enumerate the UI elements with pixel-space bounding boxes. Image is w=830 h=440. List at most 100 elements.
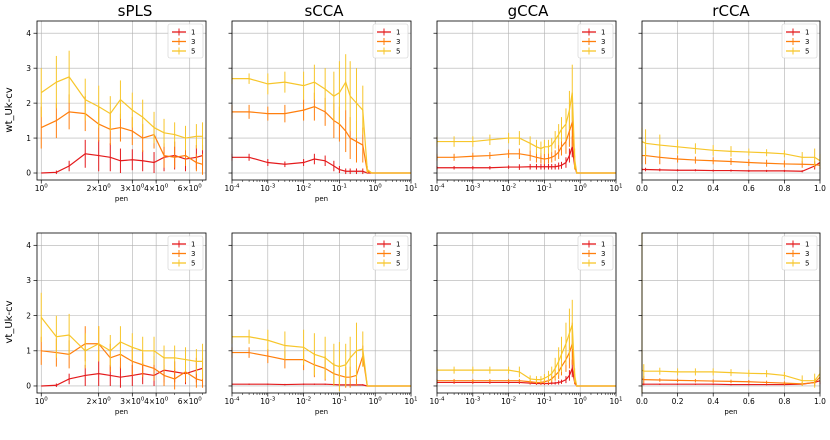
- x-tick-label: 0.2: [672, 184, 684, 193]
- series-5: [231, 322, 411, 392]
- panel-gccaBot: 10-4 10-3 10-2 10-1 100 101 13 5: [429, 232, 623, 407]
- legend-label-5: 5: [191, 260, 195, 268]
- x-tick-label: 6×100: [178, 184, 203, 194]
- series-line-3: [232, 105, 411, 174]
- legend-label-5: 5: [601, 48, 605, 56]
- series-line-3: [437, 343, 616, 387]
- legend-label-1: 1: [601, 241, 605, 249]
- axes-frame: [36, 232, 207, 394]
- panel-rccaBot: 0.0 0.2 0.4 0.6 0.8 1.0 pen 13 5: [636, 232, 826, 416]
- x-tick-label: 1.0: [814, 184, 826, 193]
- panel-gccaTop: 10-4 10-3 10-2 10-1 100 101 13 5: [429, 20, 623, 194]
- series-3: [231, 92, 411, 174]
- series-5: [436, 299, 616, 387]
- panel-sccaBot: 10-4 10-3 10-2 10-1 100 101 pen 13 5: [224, 232, 418, 416]
- panel-rccaTop: 0.0 0.2 0.4 0.6 0.8 1.0 13 5: [636, 20, 826, 193]
- x-tick-label: 100: [35, 184, 49, 194]
- x-axis-label: pen: [315, 195, 328, 203]
- legend-label-1: 1: [191, 29, 195, 37]
- x-tick-label: 0.8: [778, 184, 790, 193]
- x-tick-label: 10-2: [501, 397, 516, 407]
- legend-label-5: 5: [601, 260, 605, 268]
- y-tick-label: 0: [26, 382, 31, 391]
- x-tick-label: 10-2: [296, 397, 311, 407]
- x-tick-label: 2×100: [87, 397, 112, 407]
- x-tick-label: 101: [404, 397, 417, 407]
- x-tick-label: 4×100: [144, 397, 169, 407]
- axes-frame: [641, 232, 821, 394]
- series-line-3: [41, 343, 203, 382]
- axes-frame: [436, 20, 617, 181]
- x-tick-label: 10-3: [260, 397, 276, 407]
- x-tick-label: 1.0: [814, 397, 826, 406]
- series-line-3: [437, 122, 616, 174]
- series-line-5: [232, 336, 411, 387]
- x-tick-label: 0.2: [672, 397, 684, 406]
- x-tick-label: 10-1: [537, 397, 552, 407]
- x-tick-label: 10-3: [260, 184, 276, 194]
- y-tick-label: 4: [26, 241, 31, 250]
- col-title-gcca: gCCA: [508, 2, 549, 20]
- x-tick-label: 101: [404, 184, 417, 194]
- x-tick-label: 10-1: [332, 397, 347, 407]
- legend-label-3: 3: [601, 38, 605, 46]
- legend-label-1: 1: [805, 241, 809, 249]
- series-5: [231, 54, 411, 174]
- legend-label-1: 1: [396, 241, 400, 249]
- x-axis-label: pen: [315, 408, 328, 416]
- axes-frame: [231, 20, 412, 181]
- legend-label-5: 5: [805, 260, 809, 268]
- x-tick-label: 3×100: [120, 397, 145, 407]
- axes-frame: [641, 20, 821, 181]
- x-tick-label: 101: [609, 397, 622, 407]
- y-tick-label: 2: [26, 311, 31, 320]
- legend-label-3: 3: [805, 250, 809, 258]
- x-tick-label: 100: [574, 397, 588, 407]
- series-5: [40, 50, 204, 151]
- col-title-spls: sPLS: [118, 2, 153, 20]
- axes-frame: [231, 232, 412, 394]
- y-tick-label: 0: [26, 169, 31, 178]
- y-tick-label: 3: [26, 64, 31, 73]
- x-axis-label: pen: [115, 195, 128, 203]
- x-tick-label: 4×100: [144, 184, 169, 194]
- y-tick-label: 1: [26, 347, 31, 356]
- series-line-5: [40, 76, 203, 139]
- x-tick-label: 10-1: [537, 184, 552, 194]
- x-tick-label: 100: [369, 184, 383, 194]
- x-tick-label: 10-4: [224, 184, 240, 194]
- x-tick-label: 10-2: [501, 184, 516, 194]
- x-tick-label: 100: [35, 397, 49, 407]
- legend-label-1: 1: [805, 29, 809, 37]
- legend-label-3: 3: [805, 38, 809, 46]
- row-ylabel-bottom: vt_Uk-cv: [4, 300, 15, 343]
- legend-label-5: 5: [396, 48, 400, 56]
- x-tick-label: 10-4: [224, 397, 240, 407]
- series-line-5: [437, 92, 616, 174]
- panel-sccaTop: 10-4 10-3 10-2 10-1 100 101 pen 13 5: [224, 20, 418, 203]
- col-title-scca: sCCA: [304, 2, 344, 20]
- x-tick-label: 0.4: [707, 184, 719, 193]
- row-ylabel-top: wt_Uk-cv: [4, 87, 15, 132]
- series-3: [436, 97, 616, 174]
- legend-label-5: 5: [805, 48, 809, 56]
- x-tick-label: 0.8: [778, 397, 790, 406]
- series-3: [231, 345, 411, 388]
- y-tick-label: 3: [26, 276, 31, 285]
- legend-label-3: 3: [601, 250, 605, 258]
- series-line-5: [437, 324, 616, 387]
- y-tick-label: 1: [26, 134, 31, 143]
- legend-label-3: 3: [396, 38, 400, 46]
- legend-label-5: 5: [396, 260, 400, 268]
- y-tick-label: 2: [26, 99, 31, 108]
- legend-label-1: 1: [396, 29, 400, 37]
- series-line-5: [232, 78, 411, 174]
- col-title-rcca: rCCA: [712, 2, 750, 20]
- x-tick-label: 10-2: [296, 184, 311, 194]
- x-tick-label: 0.6: [743, 397, 755, 406]
- x-tick-label: 6×100: [178, 397, 203, 407]
- x-tick-label: 0.0: [636, 397, 648, 406]
- x-tick-label: 101: [609, 184, 622, 194]
